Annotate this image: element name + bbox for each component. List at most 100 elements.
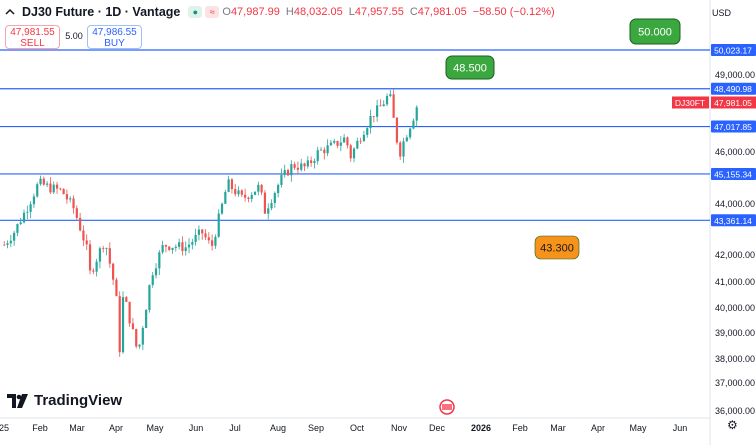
candle-body [310,160,313,163]
candle-body [267,208,270,214]
candle-body [59,188,62,190]
candle-body [280,174,283,185]
level-price-label: 43,361.14 [714,216,752,226]
candle-body [220,203,224,214]
candle-body [6,243,9,245]
settings-gear-icon[interactable]: ⚙ [727,418,738,432]
candle-body [399,142,402,157]
market-open-icon: ● [188,6,203,18]
candle-body [296,167,300,170]
candle-body [154,268,158,276]
buy-price: 47,986.55 [92,27,137,38]
sell-button[interactable]: 47,981.55 SELL [5,25,60,49]
buy-button[interactable]: 47,986.55 BUY [87,25,142,49]
level-price-label: 48,490.98 [714,84,752,94]
candle-body [303,163,306,167]
x-tick-label: Jul [229,423,241,433]
candle-body [247,197,250,199]
candle-body [253,191,257,195]
candle-body [125,297,128,302]
candle-body [13,232,16,241]
candle-body [352,148,356,159]
candle-body [343,137,346,143]
candle-body [171,247,174,250]
candle-body [412,120,415,129]
candle-body [75,208,78,218]
candle-body [88,244,92,271]
ohlc-open: O47,987.99 [222,6,280,18]
candle-body [376,105,379,117]
candle-body [26,211,29,213]
x-tick-label: Jun [189,423,204,433]
candle-body [49,183,52,193]
candle-body [65,194,69,200]
candle-body [240,190,243,195]
annotation-label: 48.500 [453,63,487,75]
candle-body [293,164,296,168]
candle-body [181,242,184,252]
x-tick-label: Sep [308,423,324,433]
data-indicator-icon: ≈ [205,6,220,18]
event-marker-icon [439,399,455,415]
level-price-label: 47,017.85 [714,122,752,132]
annotation-label: 50.000 [638,27,672,39]
candle-body [194,234,197,243]
candle-body [151,275,154,286]
candle-body [62,188,65,195]
collapse-chevron-icon[interactable] [4,6,16,18]
x-tick-label: Apr [109,423,123,433]
candle-body [138,344,141,347]
candle-body [319,149,323,151]
candle-body [161,245,164,253]
candle-body [306,160,309,167]
candle-body [112,263,115,280]
candle-body [52,184,55,193]
x-tick-label: Mar [550,423,566,433]
level-price-tag [711,44,756,56]
symbol-tag-label: DJ30FT [675,98,705,108]
candle-body [39,178,42,185]
candle-body [385,96,389,105]
x-tick-label: 2026 [471,423,491,433]
candle-body [19,222,22,225]
candle-body [115,279,118,297]
y-tick-label: 37,000.00 [715,378,755,388]
level-price-label: 45,155.34 [714,169,752,179]
candle-body [178,242,181,247]
symbol-title[interactable]: DJ30 Future · 1D · Vantage [22,5,181,19]
currency-label[interactable]: USD [712,8,732,18]
candle-body [227,179,230,192]
candle-body [191,242,194,245]
ohlc-low: L47,957.55 [348,6,404,18]
candle-body [405,137,408,142]
candle-body [174,246,177,248]
level-price-tag [711,214,756,227]
candle-body [250,194,253,199]
candle-body [72,198,75,209]
candle-body [3,244,6,246]
sell-label: SELL [20,38,45,49]
ohlc-change: −58.50 (−0.12%) [472,6,555,18]
candle-body [323,149,326,154]
candle-body [362,134,366,142]
x-tick-label: 25 [0,423,9,433]
x-tick-label: Feb [512,423,528,433]
y-tick-label: 40,000.00 [715,303,755,313]
candle-body [108,248,111,264]
candle-body [46,183,49,185]
y-tick-label: 48,000.00 [715,97,755,107]
candle-body [260,184,263,193]
candle-body [158,252,161,269]
candle-body [118,296,121,353]
event-marker-flag-icon [442,404,452,410]
candle-body [402,141,405,157]
candle-body [36,184,39,197]
level-price-label: 50,023.17 [714,46,752,56]
x-tick-label: May [146,423,164,433]
tradingview-logo[interactable]: TradingView [7,392,122,409]
candle-body [356,140,359,149]
candle-body [366,128,369,135]
candle-body [105,248,108,249]
candle-body [55,184,59,189]
